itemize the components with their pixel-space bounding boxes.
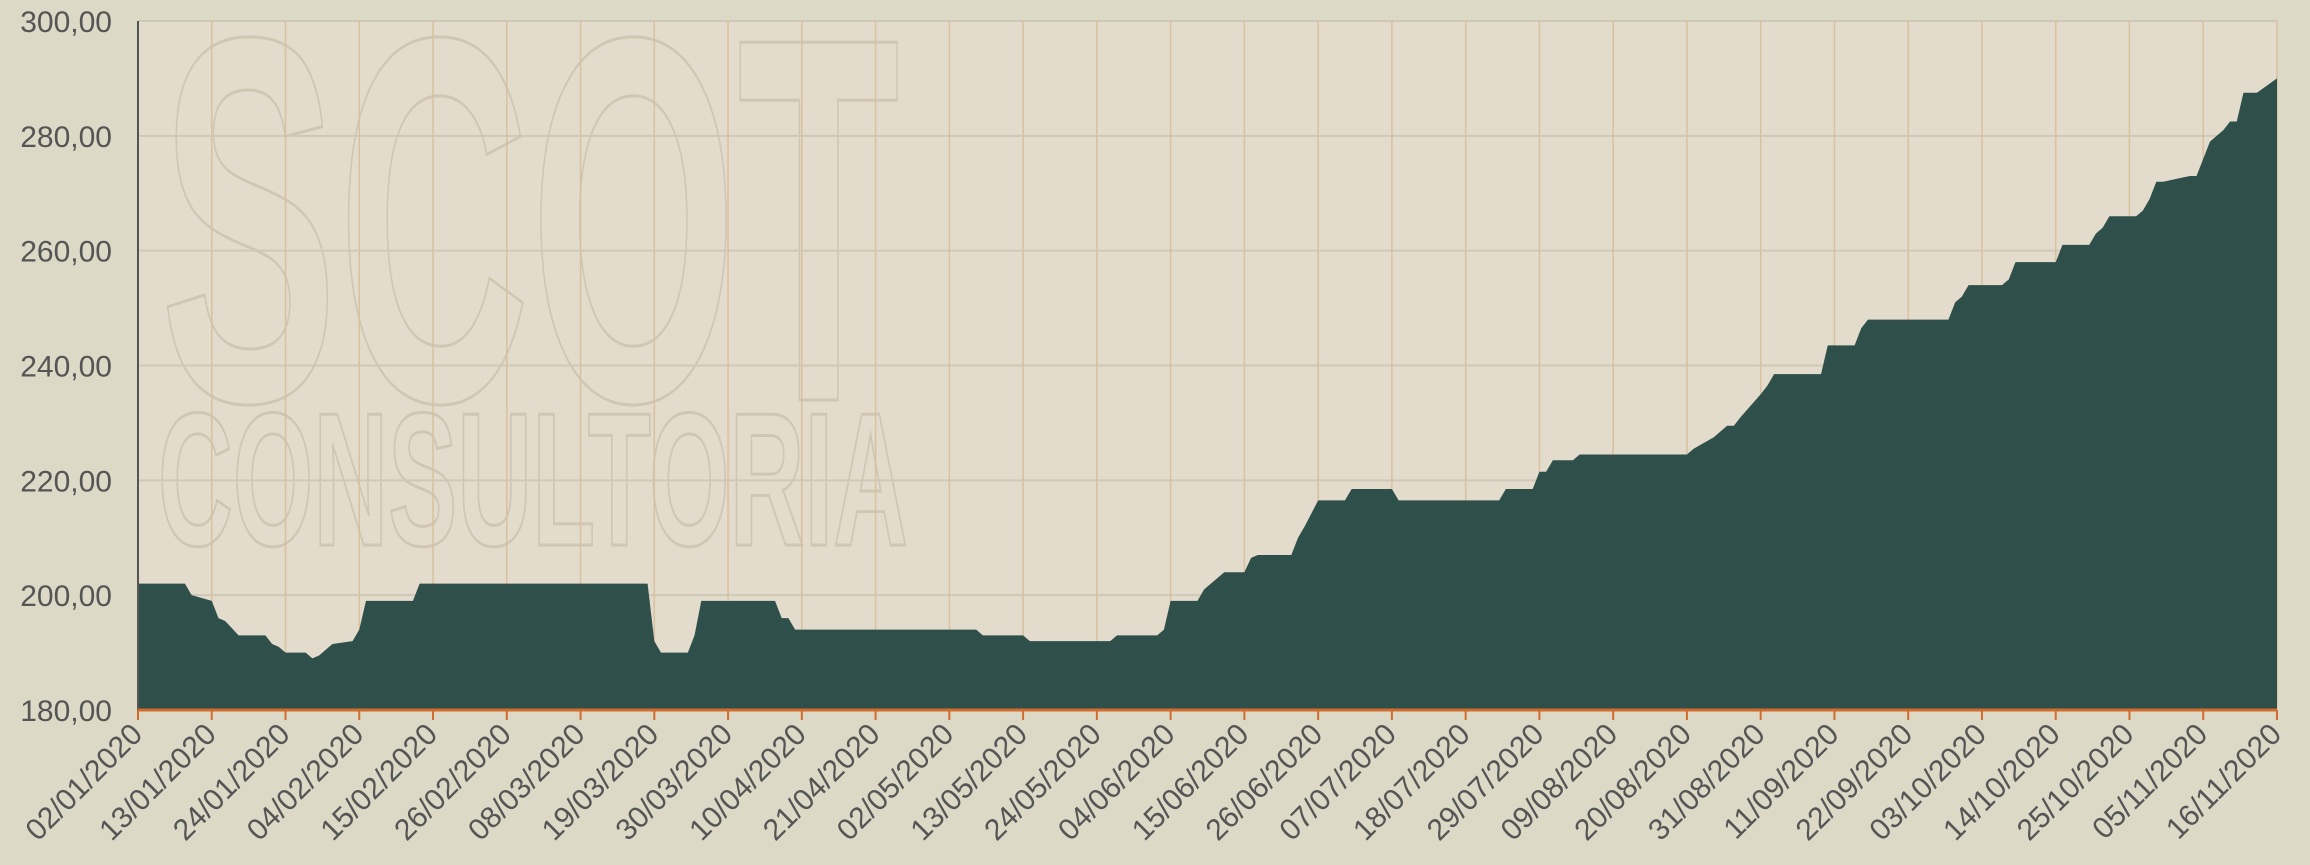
y-tick-label: 300,00 [20, 6, 112, 39]
y-tick-label: 240,00 [20, 351, 112, 384]
y-tick-label: 220,00 [20, 465, 112, 498]
y-tick-label: 260,00 [20, 236, 112, 269]
y-tick-label: 180,00 [20, 695, 112, 728]
area [138, 78, 2277, 710]
y-tick-label: 280,00 [20, 121, 112, 154]
y-tick-label: 200,00 [20, 580, 112, 613]
watermark: SCOT [160, 0, 900, 511]
